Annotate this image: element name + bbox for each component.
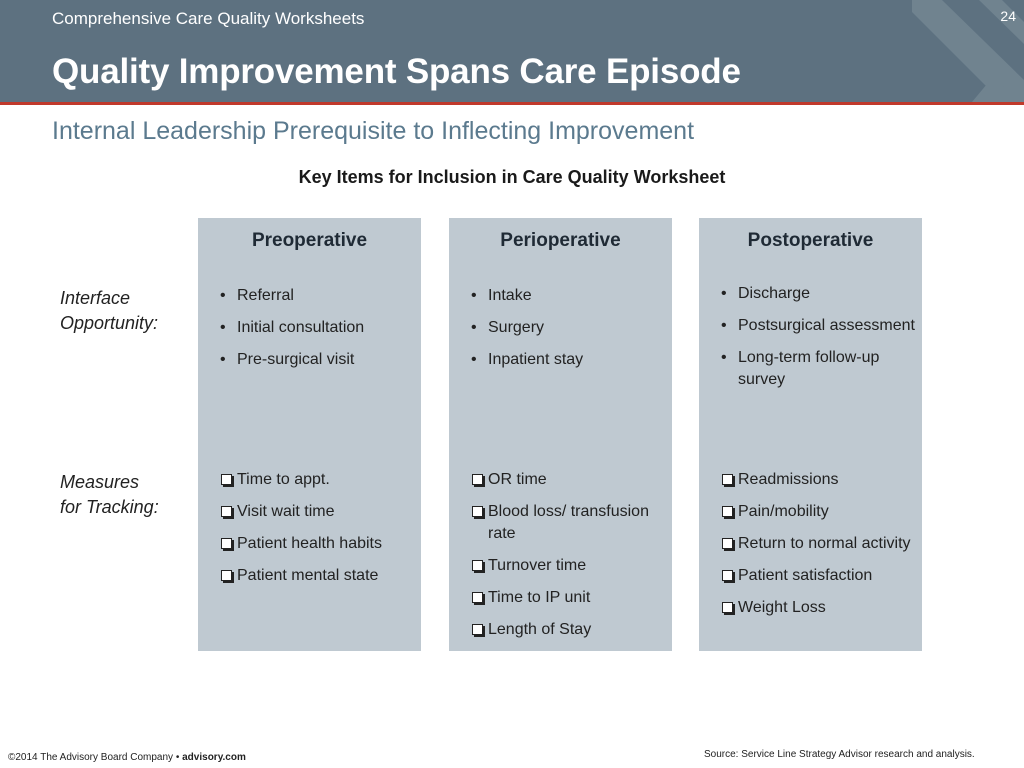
list-item: Pain/mobility [699, 501, 918, 523]
list-item: Return to normal activity [699, 533, 918, 555]
header-banner: Comprehensive Care Quality Worksheets Qu… [0, 0, 1024, 102]
footer-copyright: ©2014 The Advisory Board Company • advis… [8, 752, 246, 763]
preoperative-column: Preoperative Referral Initial consultati… [198, 218, 421, 651]
website-link[interactable]: advisory.com [182, 752, 246, 763]
list-item: Postsurgical assessment [699, 315, 918, 337]
row-label-line: Opportunity: [60, 313, 159, 333]
checkbox-icon [472, 560, 483, 571]
list-item-text: Pain/mobility [738, 503, 829, 520]
list-item: Length of Stay [449, 619, 668, 641]
list-item-text: Patient satisfaction [738, 567, 873, 584]
list-item-text: Weight Loss [738, 599, 826, 616]
list-item-text: OR time [488, 471, 547, 488]
advisory-logo-icon [912, 0, 1024, 102]
page-number: 24 [1000, 8, 1016, 24]
checkbox-icon [722, 506, 733, 517]
list-item-text: Intake [488, 287, 532, 304]
footer-source: Source: Service Line Strategy Advisor re… [704, 749, 975, 760]
checkbox-icon [722, 474, 733, 485]
row-label-line: Measures [60, 472, 140, 492]
measures-for-tracking-label: Measures for Tracking: [60, 470, 159, 520]
list-item: Inpatient stay [449, 349, 668, 371]
checkbox-icon [221, 474, 232, 485]
checkbox-icon [472, 592, 483, 603]
list-item: Patient mental state [198, 565, 417, 587]
list-item-text: Surgery [488, 319, 545, 336]
list-item: Weight Loss [699, 597, 918, 619]
list-item-text: Inpatient stay [488, 351, 584, 368]
list-item-text: Patient health habits [237, 535, 382, 552]
list-item-text: Referral [237, 287, 294, 304]
slide-subtitle: Internal Leadership Prerequisite to Infl… [52, 117, 695, 145]
interface-list: Intake Surgery Inpatient stay [449, 285, 668, 381]
interface-list: Referral Initial consultation Pre-surgic… [198, 285, 417, 381]
list-item-text: Turnover time [488, 557, 587, 574]
list-item: Discharge [699, 283, 918, 305]
interface-opportunity-label: Interface Opportunity: [60, 286, 158, 336]
list-item: Initial consultation [198, 317, 417, 339]
slide-title: Quality Improvement Spans Care Episode [52, 52, 741, 91]
row-label-line: Interface [60, 288, 131, 308]
list-item-text: Time to appt. [237, 471, 330, 488]
list-item-text: Initial consultation [237, 319, 365, 336]
list-item: Surgery [449, 317, 668, 339]
postoperative-column: Postoperative Discharge Postsurgical ass… [699, 218, 922, 651]
list-item-text: Patient mental state [237, 567, 379, 584]
section-heading: Key Items for Inclusion in Care Quality … [298, 167, 726, 187]
list-item-text: Length of Stay [488, 621, 592, 638]
checkbox-icon [472, 624, 483, 635]
checkbox-icon [472, 474, 483, 485]
list-item: Long-term follow-up survey [699, 347, 918, 391]
series-title: Comprehensive Care Quality Worksheets [52, 9, 365, 28]
list-item: OR time [449, 469, 668, 491]
list-item: Patient satisfaction [699, 565, 918, 587]
copyright-text: ©2014 The Advisory Board Company • [8, 752, 180, 763]
list-item-text: Visit wait time [237, 503, 335, 520]
checkbox-icon [722, 538, 733, 549]
list-item: Patient health habits [198, 533, 417, 555]
list-item: Time to IP unit [449, 587, 668, 609]
checkbox-icon [221, 538, 232, 549]
checkbox-icon [722, 602, 733, 613]
list-item-text: Readmissions [738, 471, 839, 488]
list-item: Referral [198, 285, 417, 307]
measure-list: Time to appt. Visit wait time Patient he… [198, 469, 417, 597]
column-title: Perioperative [500, 230, 621, 251]
checkbox-icon [221, 506, 232, 517]
list-item: Blood loss/ transfusion rate [449, 501, 668, 545]
list-item: Readmissions [699, 469, 918, 491]
list-item: Time to appt. [198, 469, 417, 491]
interface-list: Discharge Postsurgical assessment Long-t… [699, 283, 918, 401]
list-item-text: Time to IP unit [488, 589, 591, 606]
header-divider [0, 102, 1024, 105]
checkbox-icon [722, 570, 733, 581]
column-title: Preoperative [251, 230, 368, 251]
list-item: Turnover time [449, 555, 668, 577]
list-item: Pre-surgical visit [198, 349, 417, 371]
measure-list: OR time Blood loss/ transfusion rate Tur… [449, 469, 668, 651]
list-item-text: Long-term follow-up survey [738, 349, 880, 388]
list-item: Intake [449, 285, 668, 307]
list-item: Visit wait time [198, 501, 417, 523]
list-item-text: Postsurgical assessment [738, 317, 915, 334]
list-item-text: Return to normal activity [738, 535, 911, 552]
column-title: Postoperative [747, 230, 874, 251]
row-label-line: for Tracking: [60, 497, 159, 517]
checkbox-icon [221, 570, 232, 581]
list-item-text: Pre-surgical visit [237, 351, 355, 368]
list-item-text: Blood loss/ transfusion rate [488, 503, 649, 542]
checkbox-icon [472, 506, 483, 517]
perioperative-column: Perioperative Intake Surgery Inpatient s… [449, 218, 672, 651]
measure-list: Readmissions Pain/mobility Return to nor… [699, 469, 918, 629]
list-item-text: Discharge [738, 285, 811, 302]
